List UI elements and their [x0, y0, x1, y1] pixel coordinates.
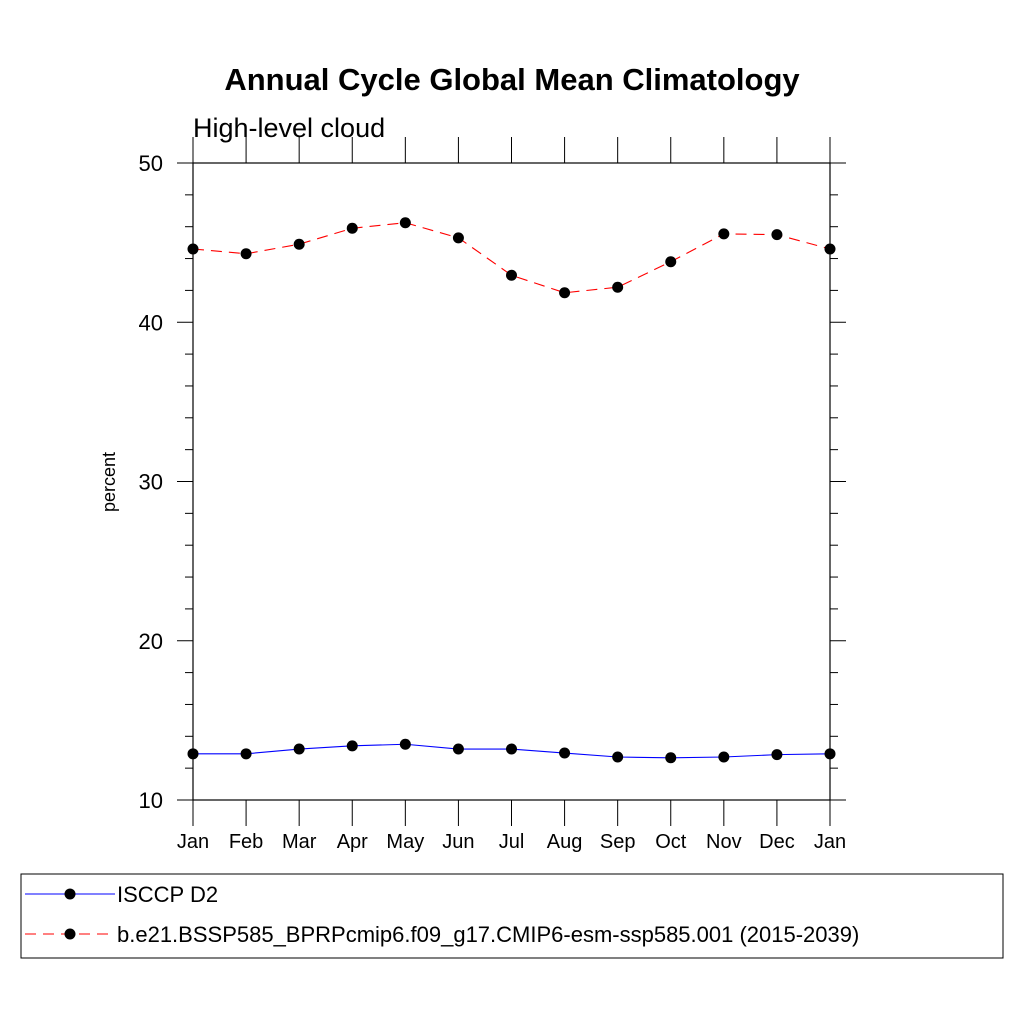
legend-marker-1 [64, 888, 76, 900]
series-2-point [718, 228, 730, 240]
y-tick-label: 40 [139, 310, 163, 335]
x-tick-label: Dec [759, 831, 795, 853]
series-1-point [506, 743, 517, 755]
series-2-point [559, 287, 571, 299]
series-layer [187, 217, 836, 764]
legend-marker-2 [64, 928, 76, 940]
legend: ISCCP D2 b.e21.BSSP585_BPRPcmip6.f09_g17.… [25, 882, 859, 947]
x-tick-label: Oct [655, 831, 687, 853]
series-2-point [346, 222, 358, 234]
series-line-2 [192, 222, 831, 294]
x-tick-labels: Jan Feb Mar Apr May Jun Jul Aug Sep Oct Nov Dec Jan [177, 831, 846, 853]
series-1-point [665, 752, 677, 764]
axis-ticks [177, 137, 846, 826]
y-tick-labels: 10 20 30 40 50 [139, 151, 163, 813]
legend-box [20, 873, 1004, 959]
series-2-point [240, 248, 252, 260]
x-tick-label: Jan [814, 831, 846, 853]
series-1-point [240, 748, 252, 760]
series-1-point [452, 743, 464, 755]
series-2-point [452, 232, 464, 244]
series-1-point [718, 751, 730, 763]
x-tick-label: Jan [177, 831, 209, 853]
series-2-point [771, 229, 783, 241]
series-2-point [399, 217, 411, 229]
y-tick-label: 20 [139, 629, 163, 654]
series-1-point [824, 748, 836, 760]
x-tick-label: Nov [706, 831, 742, 853]
x-tick-label: Jun [442, 831, 474, 853]
x-tick-label: Jul [499, 831, 525, 853]
series-1-point [187, 748, 199, 760]
series-1-point [612, 751, 624, 763]
series-2-point [665, 256, 677, 268]
y-tick-label: 10 [139, 788, 163, 813]
x-tick-label: Sep [600, 831, 636, 853]
series-1-point [771, 749, 783, 761]
y-tick-label: 30 [139, 470, 163, 495]
plot-frame [192, 162, 831, 801]
series-2-point [293, 238, 305, 250]
series-2-point [506, 269, 517, 281]
series-1-point [559, 747, 571, 759]
x-tick-label: Mar [282, 831, 317, 853]
series-1-point [346, 740, 358, 752]
y-tick-label: 50 [139, 151, 163, 176]
chart-title: Annual Cycle Global Mean Climatology [224, 62, 800, 97]
x-tick-label: Apr [337, 831, 368, 853]
series-2-point [187, 243, 199, 255]
x-tick-label: Feb [229, 831, 263, 853]
legend-label-2: b.e21.BSSP585_BPRPcmip6.f09_g17.CMIP6-es… [117, 922, 859, 947]
series-2-point [612, 281, 624, 293]
x-tick-label: May [386, 831, 424, 853]
legend-label-1: ISCCP D2 [117, 882, 218, 907]
x-tick-label: Aug [547, 831, 583, 853]
y-axis-label: percent [99, 452, 119, 512]
series-1-point [399, 738, 411, 750]
series-1-point [293, 743, 305, 755]
chart-subtitle: High-level cloud [193, 113, 385, 143]
series-2-point [824, 243, 836, 255]
